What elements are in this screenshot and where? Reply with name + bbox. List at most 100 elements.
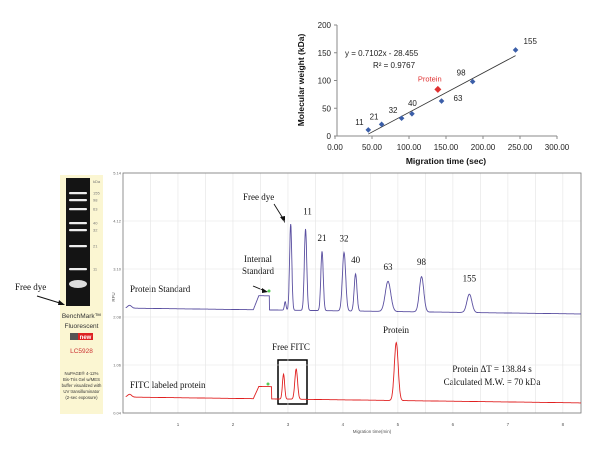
gel-band-label: 155 xyxy=(93,191,100,196)
y-tick-label: 0 xyxy=(327,132,332,141)
annotation-free-fitc: Free FITC xyxy=(272,342,310,352)
ephero-xlabel: Migration time(min) xyxy=(353,429,392,434)
point-label: 21 xyxy=(370,112,379,121)
peak-label: 98 xyxy=(417,257,427,267)
gel-band-label: 21 xyxy=(93,244,98,249)
gel-unit: kDa xyxy=(93,179,101,184)
x-tick-label: 50.00 xyxy=(362,143,383,152)
x-tick-label: 150.00 xyxy=(434,143,459,152)
peak-label: 40 xyxy=(351,255,361,265)
x-tick-label: 1 xyxy=(177,422,180,427)
gel-product2: Fluorescent xyxy=(65,323,99,330)
y-tick-label: 200 xyxy=(318,21,332,30)
gel-band-label: 63 xyxy=(93,207,98,212)
x-tick-label: 8 xyxy=(562,422,565,427)
point-label: Protein xyxy=(418,74,442,83)
gel-note-line: (2-sec exposure) xyxy=(65,395,98,400)
x-tick-label: 4 xyxy=(342,422,345,427)
gel-note-line: buffer visualized with xyxy=(62,383,102,388)
new-badge-text: new xyxy=(80,335,92,341)
electropherogram: RFU Migration time(min) Protein Standard… xyxy=(111,171,582,434)
gel-band-label: 40 xyxy=(93,221,98,226)
calibration-chart: Molecular weight (kDa) Migration time (s… xyxy=(296,21,570,166)
data-point xyxy=(365,127,372,133)
plot-frame xyxy=(122,172,582,414)
peak-label: 32 xyxy=(340,234,349,244)
gel-band xyxy=(69,192,87,195)
scatter-ylabel: Molecular weight (kDa) xyxy=(296,34,306,127)
series-label-fitc: FITC labeled protein xyxy=(130,380,206,390)
y-tick-label: 2.08 xyxy=(113,315,122,320)
y-tick-label: 50 xyxy=(322,104,331,113)
peak-label: 21 xyxy=(318,233,327,243)
x-tick-label: 7 xyxy=(507,422,510,427)
marker-dot xyxy=(267,289,271,293)
point-label: 98 xyxy=(457,69,466,78)
peak-label: 63 xyxy=(384,262,394,272)
gel-band xyxy=(69,229,87,232)
point-label: 155 xyxy=(524,37,538,46)
x-tick-label: 0.00 xyxy=(327,143,343,152)
gel-free-dye-label: Free dye xyxy=(15,282,46,292)
y-tick-label: 100 xyxy=(318,77,332,86)
point-label: 63 xyxy=(454,94,463,103)
x-tick-label: 200.00 xyxy=(471,143,496,152)
point-label: 32 xyxy=(389,106,398,115)
data-point xyxy=(409,111,415,117)
x-tick-label: 250.00 xyxy=(508,143,533,152)
data-point xyxy=(438,98,445,104)
trace-fitc xyxy=(125,341,581,404)
protein-point xyxy=(434,85,442,93)
series-label-standard: Protein Standard xyxy=(130,284,191,294)
annotation-standard: Standard xyxy=(242,266,274,276)
x-tick-label: 2 xyxy=(232,422,235,427)
y-tick-label: 3.10 xyxy=(113,267,122,272)
y-tick-label: 0.04 xyxy=(113,411,122,416)
peak-label: 11 xyxy=(303,207,312,217)
trend-equation: y = 0.7102x - 28.455 xyxy=(345,49,419,58)
trend-r2: R² = 0.9767 xyxy=(373,61,416,70)
gel-note-line: NuPAGE® 4-12% xyxy=(65,371,99,376)
free-fitc-box xyxy=(277,359,308,405)
x-tick-label: 6 xyxy=(452,422,455,427)
annotation-mw: Calculated M.W. = 70 kDa xyxy=(444,377,541,387)
gel-band xyxy=(69,208,87,211)
gel-band xyxy=(69,245,87,248)
marker-dot xyxy=(266,382,270,386)
gel-band xyxy=(69,268,87,271)
y-tick-label: 5.14 xyxy=(113,171,122,176)
data-point xyxy=(469,78,476,85)
gel-note-line: Bis-Tris Gel w/MES xyxy=(63,377,100,382)
data-point xyxy=(378,121,385,128)
gel-free-dye-band xyxy=(69,280,87,288)
point-label: 11 xyxy=(355,118,364,127)
gel-image: 155 98 63 40 32 21 11 kDa BenchMark™ Fluoresce… xyxy=(15,175,103,414)
y-tick-label: 4.12 xyxy=(113,219,122,224)
gel-band-label: 11 xyxy=(93,267,98,272)
gel-note-line: UV transilluminator xyxy=(63,389,100,394)
gel-band-label: 98 xyxy=(93,198,98,203)
annotation-delta-t: Protein ΔT = 138.84 s xyxy=(452,364,532,374)
scatter-xlabel: Migration time (sec) xyxy=(406,156,486,166)
x-tick-label: 3 xyxy=(287,422,290,427)
x-tick-label: 300.00 xyxy=(545,143,570,152)
x-tick-label: 100.00 xyxy=(397,143,422,152)
annotation-free-dye: Free dye xyxy=(243,192,274,202)
trendline xyxy=(368,55,516,135)
data-point xyxy=(512,47,519,53)
point-label: 40 xyxy=(408,99,417,108)
annotation-internal: Internal xyxy=(244,254,272,264)
y-tick-label: 1.06 xyxy=(113,363,122,368)
annotation-protein: Protein xyxy=(383,325,409,335)
x-tick-label: 5 xyxy=(397,422,400,427)
gel-band xyxy=(69,199,87,202)
peak-label: 155 xyxy=(463,274,477,284)
ephero-ylabel: RFU xyxy=(111,292,116,301)
data-point xyxy=(398,115,405,122)
gel-catalog: LC5928 xyxy=(70,348,93,355)
gel-product: BenchMark™ xyxy=(62,313,101,320)
trace-standard xyxy=(125,224,581,315)
y-tick-label: 150 xyxy=(318,49,332,58)
gel-band-label: 32 xyxy=(93,228,98,233)
